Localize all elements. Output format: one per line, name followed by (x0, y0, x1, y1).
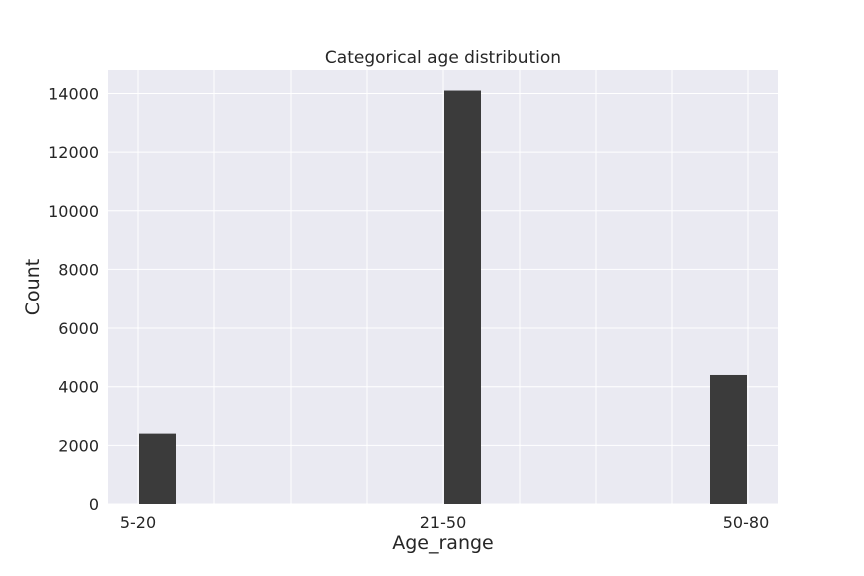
x-axis-label: Age_range (392, 532, 494, 554)
x-tick-label: 5-20 (120, 513, 156, 532)
y-tick-label: 2000 (58, 436, 99, 455)
y-tick-label: 0 (89, 495, 99, 514)
bar-21-50 (444, 90, 481, 504)
chart-title: Categorical age distribution (325, 48, 561, 68)
x-tick-label: 50-80 (723, 513, 770, 532)
y-tick-label: 10000 (48, 202, 99, 221)
y-tick-label: 8000 (58, 260, 99, 279)
y-tick-label: 4000 (58, 378, 99, 397)
y-tick-label: 12000 (48, 143, 99, 162)
y-tick-labels: 0 2000 4000 6000 8000 10000 12000 14000 (48, 84, 99, 514)
bar-5-20 (139, 433, 176, 504)
x-tick-label: 21-50 (420, 513, 467, 532)
bar-50-80 (710, 374, 747, 504)
y-axis-label: Count (22, 259, 44, 315)
y-tick-label: 6000 (58, 319, 99, 338)
x-tick-labels: 5-20 21-50 50-80 (120, 513, 769, 532)
y-tick-label: 14000 (48, 84, 99, 103)
grid (108, 70, 778, 505)
bars (139, 90, 747, 504)
